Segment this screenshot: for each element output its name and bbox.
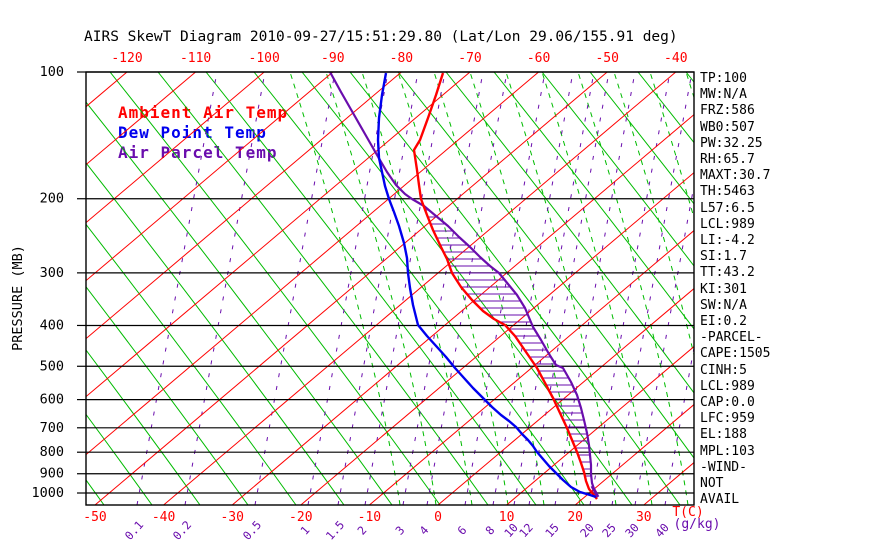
mixing-ratio-label: 40 bbox=[652, 520, 672, 540]
pressure-label: 700 bbox=[40, 420, 64, 436]
bottom-temp-label: -30 bbox=[220, 510, 243, 525]
top-temp-label: -70 bbox=[458, 51, 481, 66]
side-panel-line-cape: CAPE:1505 bbox=[700, 346, 771, 362]
pressure-axis-title: PRESSURE (MB) bbox=[10, 245, 26, 351]
mixing-ratio-label: 0.1 bbox=[122, 518, 146, 543]
pressure-label: 100 bbox=[40, 64, 64, 80]
pressure-label: 200 bbox=[40, 191, 64, 207]
pressure-label: 1000 bbox=[31, 485, 64, 501]
bottom-temp-label: -50 bbox=[83, 510, 106, 525]
top-temp-label: -110 bbox=[180, 51, 211, 66]
side-panel-line-rh: RH:65.7 bbox=[700, 152, 755, 167]
side-panel-line-th: TH:5463 bbox=[700, 184, 755, 200]
mixing-ratio-label: 6 bbox=[455, 523, 470, 538]
mixing-ratio-label: 8 bbox=[483, 523, 498, 538]
mixing-ratio-label: 4 bbox=[417, 523, 432, 538]
top-temp-label: -80 bbox=[390, 51, 413, 66]
side-panel-line-ki: KI:301 bbox=[700, 281, 747, 297]
surface-marker bbox=[590, 485, 600, 498]
bottom-temp-label: -20 bbox=[289, 510, 312, 525]
pressure-label: 300 bbox=[40, 265, 64, 281]
pressure-label: 600 bbox=[40, 392, 64, 408]
side-panel-line-mpl: MPL:103 bbox=[700, 443, 755, 459]
cape-hatch bbox=[425, 209, 592, 477]
parcel-temp-curve bbox=[329, 72, 598, 495]
mixing-ratio-label: 1 bbox=[298, 523, 313, 538]
bottom-temp-label: -40 bbox=[152, 510, 175, 525]
legend-air-parcel-temp: Air Parcel Temp bbox=[118, 143, 278, 162]
pressure-label: 500 bbox=[40, 358, 64, 374]
side-panel-line-el: EL:188 bbox=[700, 427, 747, 443]
pressure-label: 800 bbox=[40, 444, 64, 460]
mixing-ratio-lines bbox=[136, 72, 694, 505]
top-temp-label: -120 bbox=[111, 51, 142, 66]
side-panel-line-wb0: WB0:507 bbox=[700, 119, 755, 135]
isotherm-lines bbox=[86, 72, 694, 505]
mixing-ratio-label: 2 bbox=[355, 523, 370, 538]
side-panel-line-li: LI:-4.2 bbox=[700, 233, 755, 248]
bottom-temp-label: 20 bbox=[567, 510, 583, 525]
side-panel-line-lcl: LCL:989 bbox=[700, 378, 755, 394]
moist-adiabats bbox=[289, 72, 694, 505]
side-panel-line-tp: TP:100 bbox=[700, 71, 747, 86]
side-panel-line-lfc: LFC:959 bbox=[700, 411, 755, 427]
chart-title: AIRS SkewT Diagram 2010-09-27/15:51:29.8… bbox=[84, 29, 678, 45]
side-panel-line-l57: L57:6.5 bbox=[700, 200, 755, 216]
side-panel-line-frz: FRZ:586 bbox=[700, 103, 755, 119]
dry-adiabats bbox=[86, 72, 694, 505]
top-temp-label: -40 bbox=[664, 51, 687, 66]
bottom-temp-label: 10 bbox=[499, 510, 515, 525]
bottom-temp-label: -10 bbox=[358, 510, 381, 525]
side-panel-line-maxt: MAXT:30.7 bbox=[700, 168, 771, 184]
dew-point-curve bbox=[376, 72, 597, 499]
side-panel-line-sw: SW:N/A bbox=[700, 297, 747, 313]
bottom-temp-label: 30 bbox=[636, 510, 652, 525]
side-panel-line-lcl: LCL:989 bbox=[700, 216, 755, 232]
top-temp-label: -50 bbox=[595, 51, 618, 66]
top-temp-label: -100 bbox=[249, 51, 280, 66]
mixing-ratio-label: 1.5 bbox=[323, 518, 347, 543]
side-panel-line-si: SI:1.7 bbox=[700, 249, 747, 265]
top-temp-label: -90 bbox=[321, 51, 344, 66]
side-panel-line-not: NOT bbox=[700, 476, 724, 491]
pressure-label: 900 bbox=[40, 466, 64, 482]
top-temp-label: -60 bbox=[527, 51, 550, 66]
ambient-temp-curve bbox=[412, 72, 598, 500]
pressure-label: 400 bbox=[40, 317, 64, 333]
temp-axis-title: T(C) bbox=[672, 505, 703, 520]
side-panel-line-parcel: -PARCEL- bbox=[700, 330, 763, 346]
mixing-ratio-label: 3 bbox=[393, 523, 408, 538]
side-panel-line-cap: CAP:0.0 bbox=[700, 395, 755, 410]
side-panel-line-avail: AVAIL bbox=[700, 492, 740, 508]
bottom-temp-label: 0 bbox=[434, 510, 442, 525]
mixing-axis-title: (g/kg) bbox=[674, 517, 721, 532]
side-panel-line-ei: EI:0.2 bbox=[700, 314, 747, 329]
side-panel-line-cinh: CINH:5 bbox=[700, 362, 747, 378]
mixing-ratio-label: 12 bbox=[516, 520, 536, 540]
side-panel-line-mw: MW:N/A bbox=[700, 87, 747, 103]
side-panel-line-pw: PW:32.25 bbox=[700, 135, 763, 151]
plot-border bbox=[85, 71, 695, 506]
mixing-ratio-label: 25 bbox=[599, 520, 619, 540]
side-panel-line-wind: -WIND- bbox=[700, 459, 747, 475]
mixing-ratio-label: 15 bbox=[542, 520, 562, 540]
side-panel-line-tt: TT:43.2 bbox=[700, 265, 755, 281]
